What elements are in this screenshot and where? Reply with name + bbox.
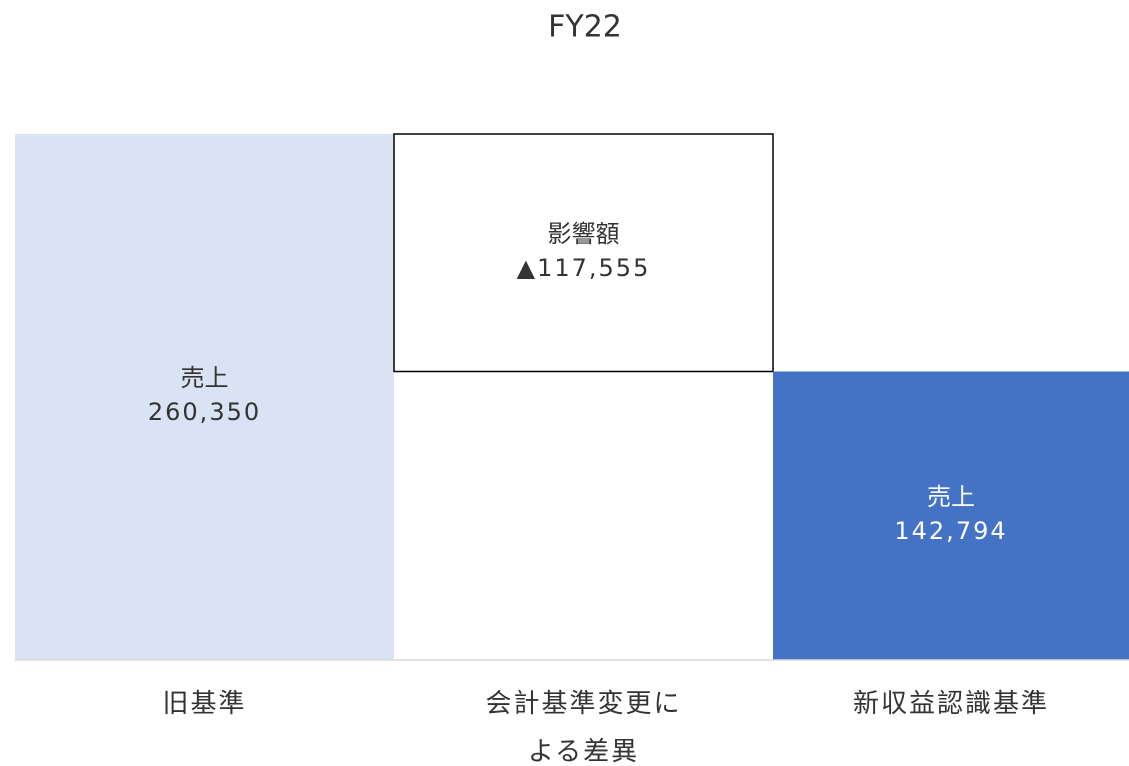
segment-label: 影響額 (548, 220, 620, 248)
x-tick-label: 旧基準 (162, 689, 247, 719)
bar (15, 134, 394, 660)
segment-label: 売上 (181, 364, 229, 392)
segment-label: 売上 (927, 483, 975, 511)
bar (393, 133, 774, 373)
chart-title: FY22 (548, 10, 622, 45)
value-label: 260,350 (148, 398, 261, 426)
value-label: ▲117,555 (517, 254, 651, 282)
x-tick-label: 新収益認識基準 (852, 689, 1049, 719)
x-tick-label: 会計基準変更による差異 (485, 689, 682, 766)
value-label: 142,794 (894, 517, 1007, 545)
bar (773, 371, 1129, 660)
